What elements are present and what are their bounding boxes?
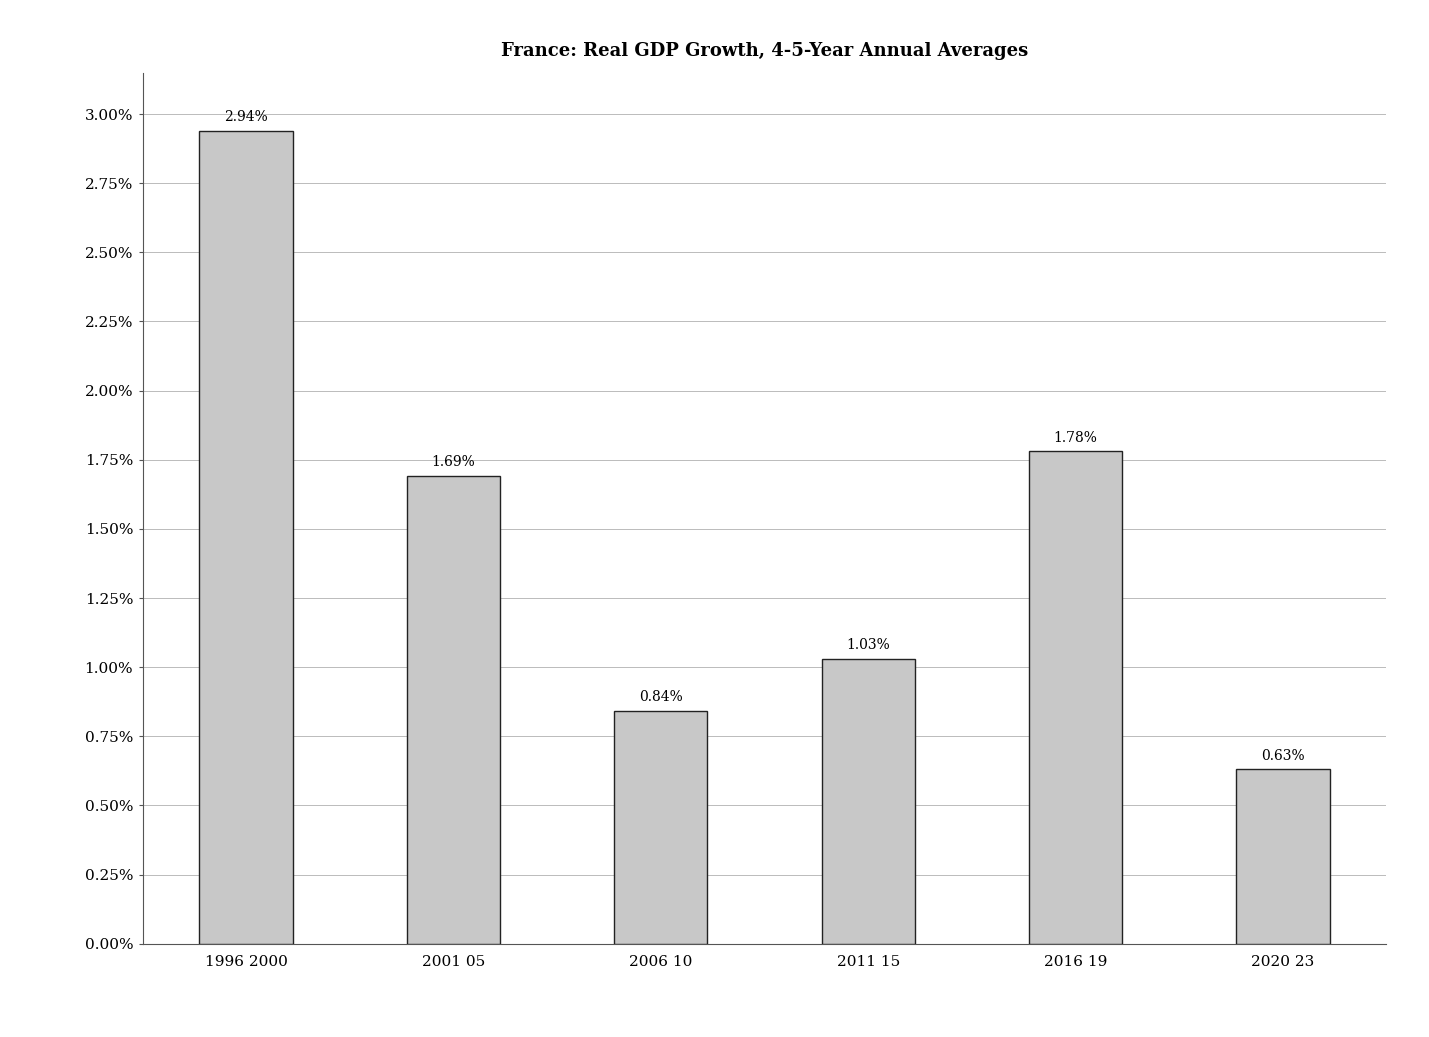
- Bar: [822, 658, 915, 944]
- Text: 1.78%: 1.78%: [1053, 430, 1097, 445]
- Text: 1.69%: 1.69%: [432, 455, 476, 470]
- Text: 1.03%: 1.03%: [846, 638, 890, 652]
- Bar: [1236, 769, 1329, 944]
- Bar: [407, 476, 500, 944]
- Bar: [614, 711, 707, 944]
- Bar: [200, 131, 293, 944]
- Text: 0.84%: 0.84%: [639, 691, 683, 704]
- Text: 2.94%: 2.94%: [224, 110, 269, 123]
- Title: France: Real GDP Growth, 4-5-Year Annual Averages: France: Real GDP Growth, 4-5-Year Annual…: [502, 41, 1027, 60]
- Bar: [1029, 451, 1122, 944]
- Text: 0.63%: 0.63%: [1262, 749, 1305, 762]
